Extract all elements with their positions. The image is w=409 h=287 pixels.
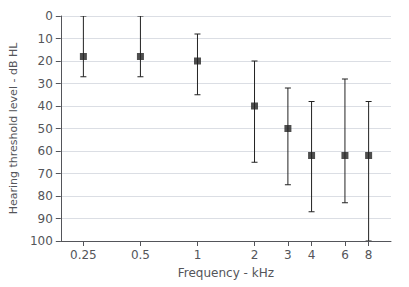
- svg-text:10: 10: [38, 32, 53, 46]
- svg-text:100: 100: [30, 234, 53, 248]
- svg-text:50: 50: [38, 122, 53, 136]
- svg-text:40: 40: [38, 99, 53, 113]
- svg-text:6: 6: [341, 248, 349, 262]
- svg-text:70: 70: [38, 167, 53, 181]
- svg-text:60: 60: [38, 144, 53, 158]
- svg-text:8: 8: [365, 248, 373, 262]
- svg-text:4: 4: [308, 248, 316, 262]
- svg-text:Hearing threshold level - dB H: Hearing threshold level - dB HL: [7, 42, 20, 215]
- svg-text:0.25: 0.25: [70, 248, 97, 262]
- svg-text:0.5: 0.5: [131, 248, 150, 262]
- svg-text:20: 20: [38, 54, 53, 68]
- svg-text:3: 3: [284, 248, 292, 262]
- svg-text:Frequency - kHz: Frequency - kHz: [178, 266, 274, 280]
- svg-text:30: 30: [38, 77, 53, 91]
- svg-text:80: 80: [38, 189, 53, 203]
- svg-text:2: 2: [251, 248, 259, 262]
- svg-text:0: 0: [45, 9, 53, 23]
- svg-text:1: 1: [194, 248, 202, 262]
- svg-text:90: 90: [38, 212, 53, 226]
